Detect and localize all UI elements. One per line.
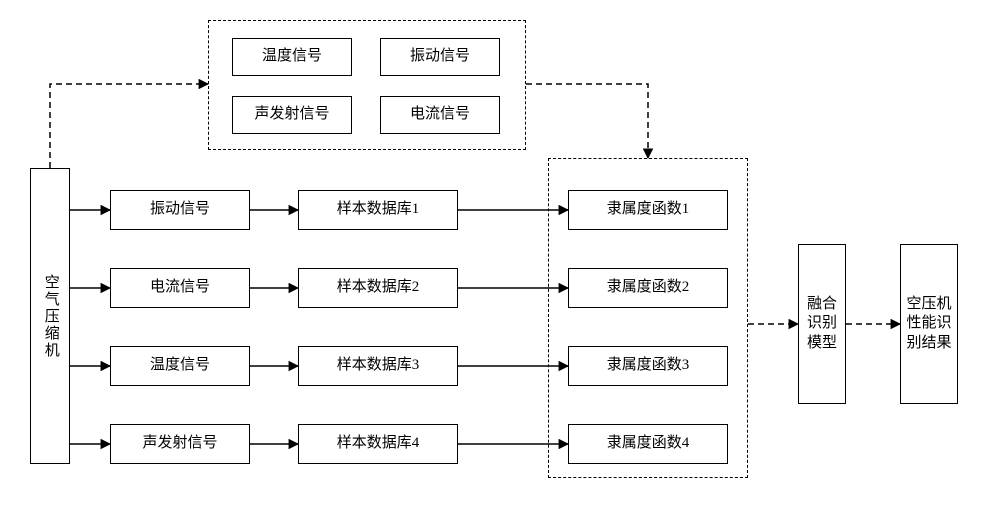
row-db: 样本数据库2 xyxy=(298,268,458,308)
row-mf: 隶属度函数4 xyxy=(568,424,728,464)
fusion-model: 融合识别模型 xyxy=(798,244,846,404)
row-signal: 振动信号 xyxy=(110,190,250,230)
top-vib-signal: 振动信号 xyxy=(380,38,500,76)
row-mf: 隶属度函数1 xyxy=(568,190,728,230)
row-db: 样本数据库3 xyxy=(298,346,458,386)
row-db: 样本数据库1 xyxy=(298,190,458,230)
row-mf: 隶属度函数3 xyxy=(568,346,728,386)
top-ae-signal: 声发射信号 xyxy=(232,96,352,134)
row-signal: 电流信号 xyxy=(110,268,250,308)
row-mf: 隶属度函数2 xyxy=(568,268,728,308)
top-temp-signal: 温度信号 xyxy=(232,38,352,76)
row-db: 样本数据库4 xyxy=(298,424,458,464)
row-signal: 温度信号 xyxy=(110,346,250,386)
row-signal: 声发射信号 xyxy=(110,424,250,464)
top-curr-signal: 电流信号 xyxy=(380,96,500,134)
source-compressor: 空气压缩机 xyxy=(30,168,70,464)
result-box: 空压机性能识别结果 xyxy=(900,244,958,404)
